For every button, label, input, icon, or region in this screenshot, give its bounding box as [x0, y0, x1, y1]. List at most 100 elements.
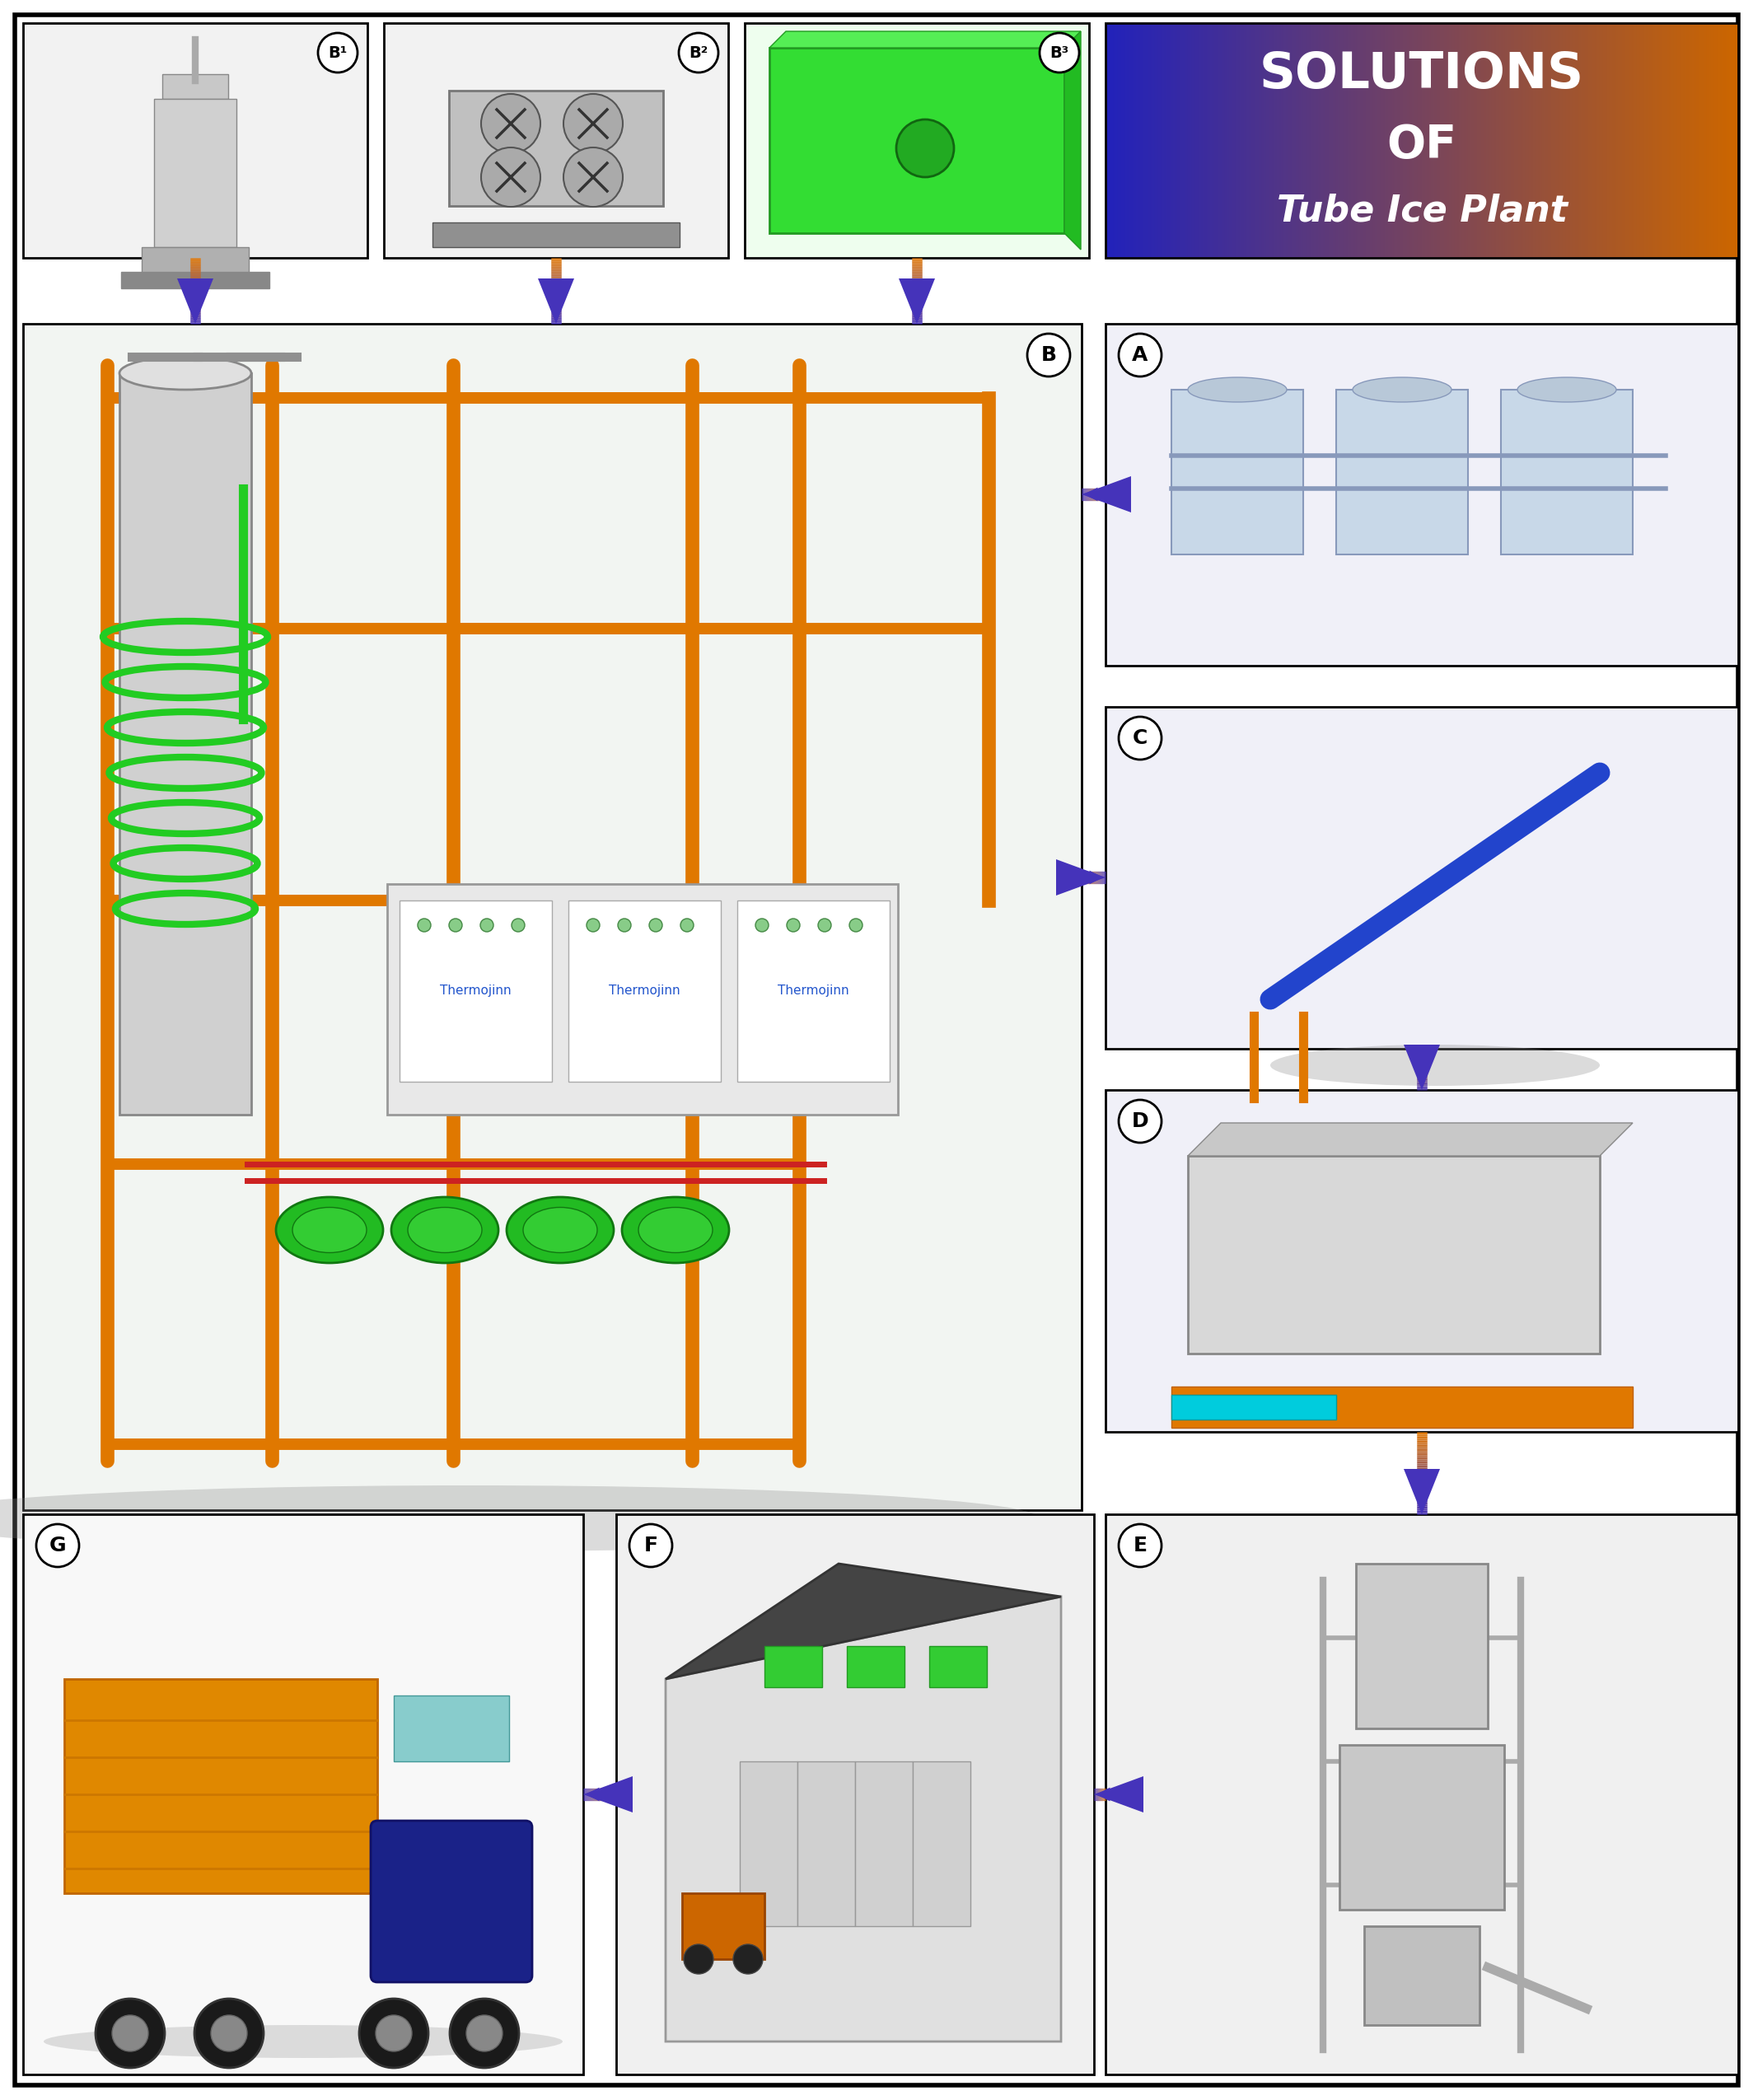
Circle shape: [819, 918, 831, 932]
Text: B²: B²: [689, 44, 708, 61]
Text: B¹: B¹: [328, 44, 347, 61]
Circle shape: [678, 34, 719, 74]
Bar: [913, 1762, 971, 1926]
Circle shape: [210, 2016, 247, 2052]
Circle shape: [629, 1525, 671, 1567]
Circle shape: [1118, 716, 1162, 760]
Polygon shape: [1082, 477, 1131, 512]
Bar: [400, 901, 552, 1082]
Bar: [617, 1514, 1094, 2075]
Circle shape: [317, 34, 358, 74]
Bar: [163, 74, 228, 99]
Bar: [1106, 23, 1739, 258]
Text: C: C: [1132, 729, 1148, 748]
Circle shape: [563, 94, 622, 153]
Text: Thermojinn: Thermojinn: [777, 985, 848, 998]
Circle shape: [451, 1999, 519, 2068]
Circle shape: [649, 918, 663, 932]
Bar: [1339, 1745, 1504, 1909]
Circle shape: [466, 2016, 503, 2052]
Bar: [1106, 323, 1739, 666]
Circle shape: [112, 2016, 149, 2052]
Bar: [764, 1646, 822, 1686]
Ellipse shape: [44, 2024, 563, 2058]
Bar: [1171, 1386, 1632, 1428]
Circle shape: [896, 120, 954, 176]
Polygon shape: [177, 279, 214, 323]
FancyBboxPatch shape: [449, 90, 663, 206]
Bar: [738, 901, 891, 1082]
Circle shape: [449, 918, 463, 932]
Bar: [142, 248, 249, 275]
Bar: [1171, 1394, 1336, 1420]
Circle shape: [587, 918, 600, 932]
Bar: [682, 1894, 764, 1959]
Text: Tube Ice Plant: Tube Ice Plant: [1276, 193, 1567, 229]
Bar: [1106, 1514, 1739, 2075]
Polygon shape: [770, 32, 1082, 48]
Ellipse shape: [293, 1208, 366, 1254]
Bar: [387, 884, 898, 1115]
Bar: [929, 1646, 987, 1686]
Text: E: E: [1132, 1535, 1146, 1556]
Bar: [1501, 391, 1632, 554]
Ellipse shape: [119, 357, 251, 391]
Circle shape: [733, 1945, 763, 1974]
Text: Thermojinn: Thermojinn: [440, 985, 512, 998]
Circle shape: [1118, 1100, 1162, 1142]
Ellipse shape: [638, 1208, 712, 1254]
Bar: [855, 1762, 913, 1926]
Text: B: B: [1041, 344, 1057, 365]
Ellipse shape: [1189, 378, 1287, 401]
Bar: [770, 48, 1064, 233]
Circle shape: [96, 1999, 165, 2068]
Bar: [745, 23, 1089, 258]
Bar: [23, 23, 368, 258]
Ellipse shape: [1518, 378, 1616, 401]
Bar: [394, 1695, 508, 1762]
Ellipse shape: [408, 1208, 482, 1254]
Ellipse shape: [522, 1208, 598, 1254]
Polygon shape: [1189, 1124, 1632, 1155]
Polygon shape: [1055, 859, 1106, 895]
Bar: [23, 1514, 584, 2075]
Circle shape: [359, 1999, 428, 2068]
Bar: [847, 1646, 905, 1686]
Circle shape: [1040, 34, 1080, 74]
Circle shape: [512, 918, 524, 932]
Circle shape: [787, 918, 799, 932]
Ellipse shape: [507, 1197, 614, 1262]
Polygon shape: [538, 279, 575, 323]
Bar: [740, 1762, 798, 1926]
Circle shape: [617, 918, 631, 932]
Bar: [1336, 391, 1467, 554]
Bar: [1189, 1155, 1600, 1354]
Circle shape: [480, 147, 540, 206]
Circle shape: [195, 1999, 263, 2068]
Bar: [1106, 708, 1739, 1048]
Bar: [65, 1680, 377, 1894]
Text: Thermojinn: Thermojinn: [608, 985, 680, 998]
Bar: [433, 223, 680, 248]
Bar: [568, 901, 720, 1082]
Bar: [1364, 1926, 1480, 2024]
Ellipse shape: [391, 1197, 498, 1262]
Circle shape: [848, 918, 862, 932]
Bar: [384, 23, 727, 258]
Bar: [119, 374, 251, 1115]
Bar: [798, 1762, 855, 1926]
Circle shape: [1118, 1525, 1162, 1567]
Circle shape: [563, 147, 622, 206]
Polygon shape: [1404, 1044, 1439, 1090]
Ellipse shape: [1271, 1044, 1600, 1086]
Ellipse shape: [1353, 378, 1451, 401]
Text: SOLUTIONS: SOLUTIONS: [1259, 50, 1585, 99]
Bar: [154, 99, 237, 248]
Polygon shape: [1404, 1468, 1439, 1514]
Circle shape: [756, 918, 768, 932]
Polygon shape: [899, 279, 934, 323]
Circle shape: [480, 918, 493, 932]
Ellipse shape: [275, 1197, 384, 1262]
Ellipse shape: [0, 1485, 1040, 1552]
Polygon shape: [666, 1596, 1061, 2041]
